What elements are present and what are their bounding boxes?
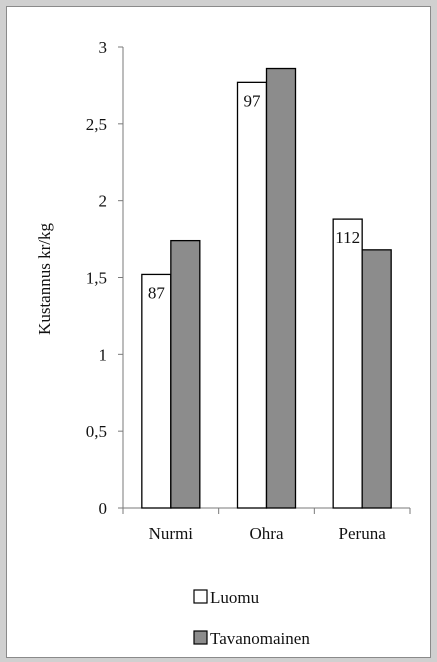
y-tick-label: 0 bbox=[99, 499, 108, 518]
legend-swatch-tavanomainen bbox=[193, 630, 208, 645]
bar-luomu-peruna bbox=[332, 218, 363, 509]
data-label: 112 bbox=[335, 228, 360, 247]
y-axis-title: Kustannus kr/kg bbox=[35, 223, 54, 335]
bar-tavanomainen-nurmi bbox=[170, 239, 201, 509]
data-label: 97 bbox=[244, 91, 262, 110]
y-tick-label: 1,5 bbox=[86, 269, 107, 288]
data-label: 87 bbox=[148, 283, 166, 302]
x-category-label: Nurmi bbox=[149, 524, 194, 543]
y-axis-title-group: Kustannus kr/kg bbox=[35, 223, 54, 335]
x-category-label: Peruna bbox=[339, 524, 387, 543]
bar-luomu-nurmi bbox=[141, 273, 172, 509]
y-tick-label: 2 bbox=[99, 192, 108, 211]
y-tick-label: 2,5 bbox=[86, 115, 107, 134]
axes: 0 0,5 1 1,5 2 2,5 3 bbox=[86, 38, 411, 518]
legend-label: Tavanomainen bbox=[210, 629, 310, 648]
legend: Luomu Tavanomainen bbox=[193, 588, 310, 648]
bar-tavanomainen-ohra bbox=[265, 67, 297, 509]
bar-luomu-ohra bbox=[236, 81, 268, 509]
y-tick-label: 0,5 bbox=[86, 422, 107, 441]
labels: 87 Nurmi 97 Ohra 112 Peruna bbox=[148, 91, 386, 543]
y-tick-label: 1 bbox=[99, 345, 108, 364]
y-tick-label: 3 bbox=[99, 38, 108, 57]
legend-label: Luomu bbox=[210, 588, 260, 607]
bar-tavanomainen-peruna bbox=[361, 249, 392, 509]
bars bbox=[141, 67, 392, 509]
legend-swatch-luomu bbox=[193, 589, 208, 604]
bar-chart: Kustannus kr/kg 0 0,5 1 1,5 2 2,5 3 87 Nurmi 97 O… bbox=[35, 38, 411, 648]
chart-frame: Kustannus kr/kg 0 0,5 1 1,5 2 2,5 3 87 Nurmi 97 O… bbox=[6, 6, 431, 658]
x-category-label: Ohra bbox=[250, 524, 284, 543]
